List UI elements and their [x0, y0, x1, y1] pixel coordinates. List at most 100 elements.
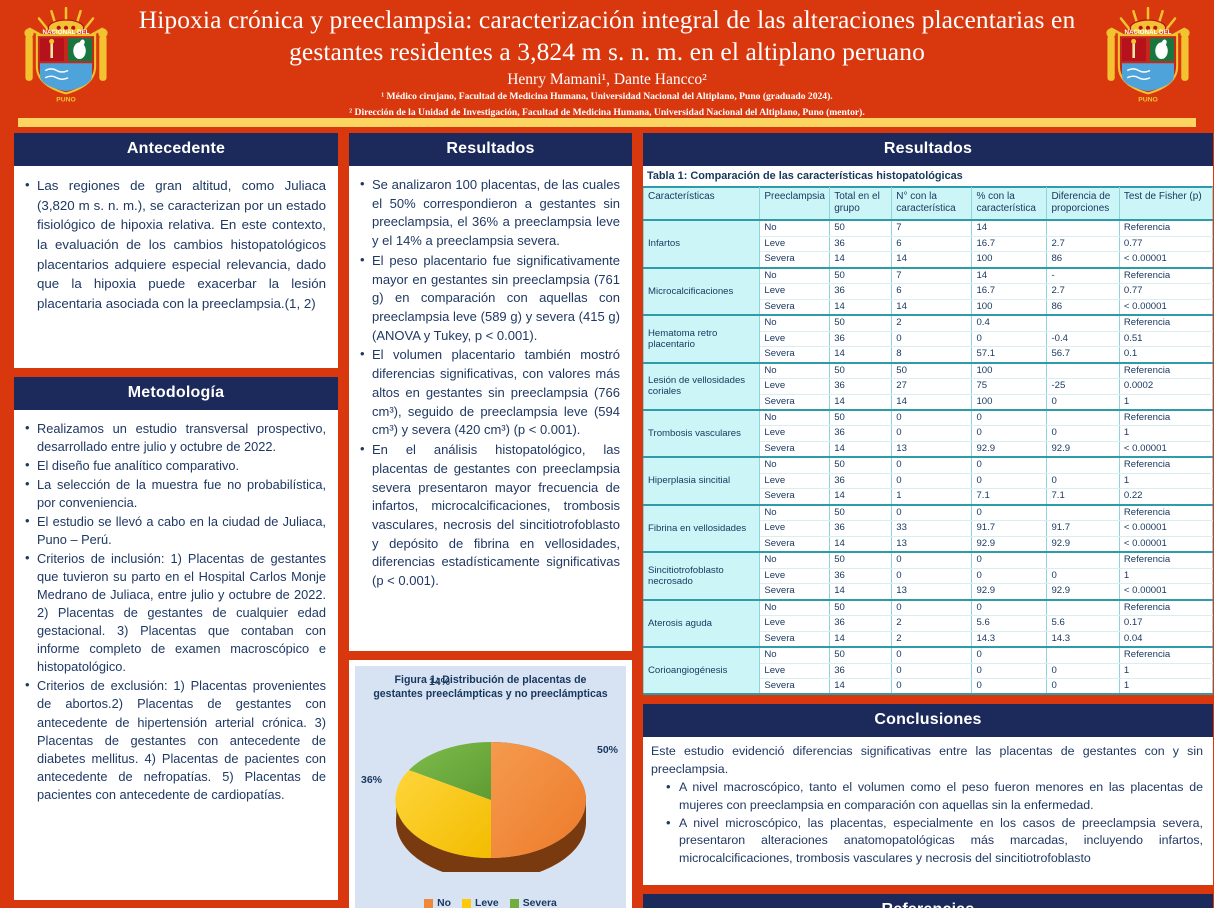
table-cell: 14.3: [1046, 631, 1120, 649]
table-cell: 50: [829, 362, 893, 380]
table-cell: 0: [971, 552, 1048, 569]
pie-chart: Figura 1: Distribución de placentas de g…: [355, 666, 626, 908]
table-cell: 50: [829, 599, 893, 617]
table-cell: 1: [1118, 663, 1214, 679]
table-cell: Leve: [759, 663, 831, 679]
table-cell: Referencia: [1118, 599, 1214, 617]
table-cell: Severa: [759, 631, 831, 649]
table-cell: 92.9: [971, 536, 1048, 554]
section-header-metodologia: Metodología: [14, 377, 338, 410]
table-cell: < 0.00001: [1118, 299, 1214, 317]
table-header-row: Características Preeclampsia Total en el…: [642, 187, 1214, 222]
table-cell: 91.7: [1046, 520, 1120, 537]
list-item: Criterios de inclusión: 1) Placentas de …: [24, 549, 326, 676]
page-title: Hipoxia crónica y preeclampsia: caracter…: [138, 5, 1076, 67]
antecedente-list: Las regiones de gran altitud, como Julia…: [24, 175, 326, 314]
table-cell: 0: [891, 410, 973, 427]
legend-label: Severa: [522, 898, 557, 908]
table-cell-feature: Lesión de vellosidades coriales: [642, 362, 761, 412]
table-cell: 2.7: [1046, 236, 1120, 253]
table-cell: 0: [891, 457, 973, 474]
table-cell: 92.9: [1046, 441, 1120, 459]
table-row: Hiperplasia sincitial No 50 0 0 Referencia: [642, 457, 1214, 506]
conclusiones-list: A nivel macroscópico, tanto el volumen c…: [651, 778, 1203, 867]
table-cell: 16.7: [971, 236, 1048, 253]
table-cell: No: [759, 457, 831, 474]
table-cell: Leve: [759, 473, 831, 490]
th-total-grupo: Total en el grupo: [829, 187, 893, 222]
table-cell: [1046, 552, 1120, 569]
table-cell: 0.51: [1118, 331, 1214, 348]
table-cell-feature: Hiperplasia sincitial: [642, 457, 761, 506]
table-cell: Referencia: [1118, 315, 1214, 332]
table-cell: No: [759, 362, 831, 380]
table-cell: 7: [891, 267, 973, 285]
table-cell: < 0.00001: [1118, 441, 1214, 459]
table-cell: Referencia: [1118, 552, 1214, 569]
table-caption: Tabla 1: Comparación de las característi…: [643, 166, 1213, 187]
table-cell-feature: Hematoma retro placentario: [642, 315, 761, 364]
table-cell: 92.9: [971, 583, 1048, 601]
table-cell: 14: [829, 394, 893, 411]
table-cell: 0: [891, 331, 973, 348]
table-cell: 14: [829, 631, 893, 649]
section-body-resultados-texto: Se analizaron 100 placentas, de las cual…: [349, 166, 632, 651]
spacer: [643, 885, 1213, 894]
table-cell: 0: [891, 599, 973, 617]
table-cell: Severa: [759, 251, 831, 269]
table-cell: 0: [1046, 394, 1120, 411]
table-row: Severa 14 13 92.9 92.9 < 0.00001: [644, 583, 1214, 601]
table-cell: 1: [1118, 473, 1214, 490]
table-cell: 13: [891, 536, 973, 554]
column-middle: Resultados Se analizaron 100 placentas, …: [349, 133, 632, 908]
results-table-container: Tabla 1: Comparación de las característi…: [642, 166, 1214, 696]
table-cell: 1: [1118, 425, 1214, 442]
list-item: En el análisis histopatológico, las plac…: [359, 440, 620, 591]
table-cell: 50: [829, 315, 893, 332]
table-cell: [1046, 599, 1120, 617]
authors-line: Henry Mamani¹, Dante Hancco²: [507, 71, 707, 89]
table-cell: 1: [1118, 394, 1214, 411]
table-cell: 0: [971, 425, 1048, 442]
table-cell: Severa: [759, 583, 831, 601]
table-row: Severa 14 13 92.9 92.9 < 0.00001: [644, 536, 1214, 554]
table-cell: 0: [891, 473, 973, 490]
table-cell: 50: [829, 647, 893, 664]
table-cell: 86: [1046, 251, 1120, 269]
table-cell: Referencia: [1118, 647, 1214, 664]
table-cell: 0: [1046, 663, 1120, 679]
table-head: Características Preeclampsia Total en el…: [642, 187, 1214, 222]
table-row: Microcalcificaciones No 50 7 14- Referencia: [642, 267, 1214, 317]
table-cell: 14: [829, 536, 893, 554]
table-cell: 0: [971, 331, 1048, 348]
table-cell: 0: [891, 504, 973, 522]
table-row: Severa 14 14 100 0 1: [644, 394, 1214, 411]
table-cell: 6: [891, 236, 973, 253]
table-cell-feature: Fibrina en vellosidades: [642, 504, 761, 554]
table-cell: 0: [891, 663, 973, 679]
university-logo-right: NACIONAL DEL PUNO: [1096, 6, 1200, 110]
spacer: [349, 651, 632, 660]
table-row: Severa 14 13 92.9 92.9 < 0.00001: [644, 441, 1214, 459]
table-cell: 0: [891, 647, 973, 664]
th-caracteristicas: Características: [642, 187, 761, 222]
affiliation-2: ² Dirección de la Unidad de Investigació…: [349, 106, 865, 118]
th-preeclampsia: Preeclampsia: [759, 187, 831, 222]
table-cell-feature: Infartos: [642, 220, 761, 269]
table-cell: Leve: [759, 425, 831, 442]
section-header-referencias: Referencias: [643, 894, 1213, 908]
list-item: Se analizaron 100 placentas, de las cual…: [359, 175, 620, 251]
affiliation-1: ¹ Médico cirujano, Facultad de Medicina …: [381, 91, 833, 103]
table-row: Corioangiogénesis No 50 0 0 Referencia: [642, 647, 1214, 696]
table-cell: -0.4: [1046, 331, 1120, 348]
table-row: Leve 36 27 75 -25 0.0002: [644, 378, 1214, 395]
chart-title: Figura 1: Distribución de placentas de g…: [373, 674, 608, 700]
table-cell: 16.7: [971, 283, 1048, 300]
table-cell: [1046, 220, 1120, 237]
table-cell: 36: [829, 473, 893, 490]
table-cell: [1046, 315, 1120, 332]
conclusiones-lead: Este estudio evidenció diferencias signi…: [651, 744, 1203, 776]
table-cell: 0: [971, 504, 1048, 522]
table-cell: 0: [971, 663, 1048, 679]
table-cell: 0.17: [1118, 615, 1214, 632]
